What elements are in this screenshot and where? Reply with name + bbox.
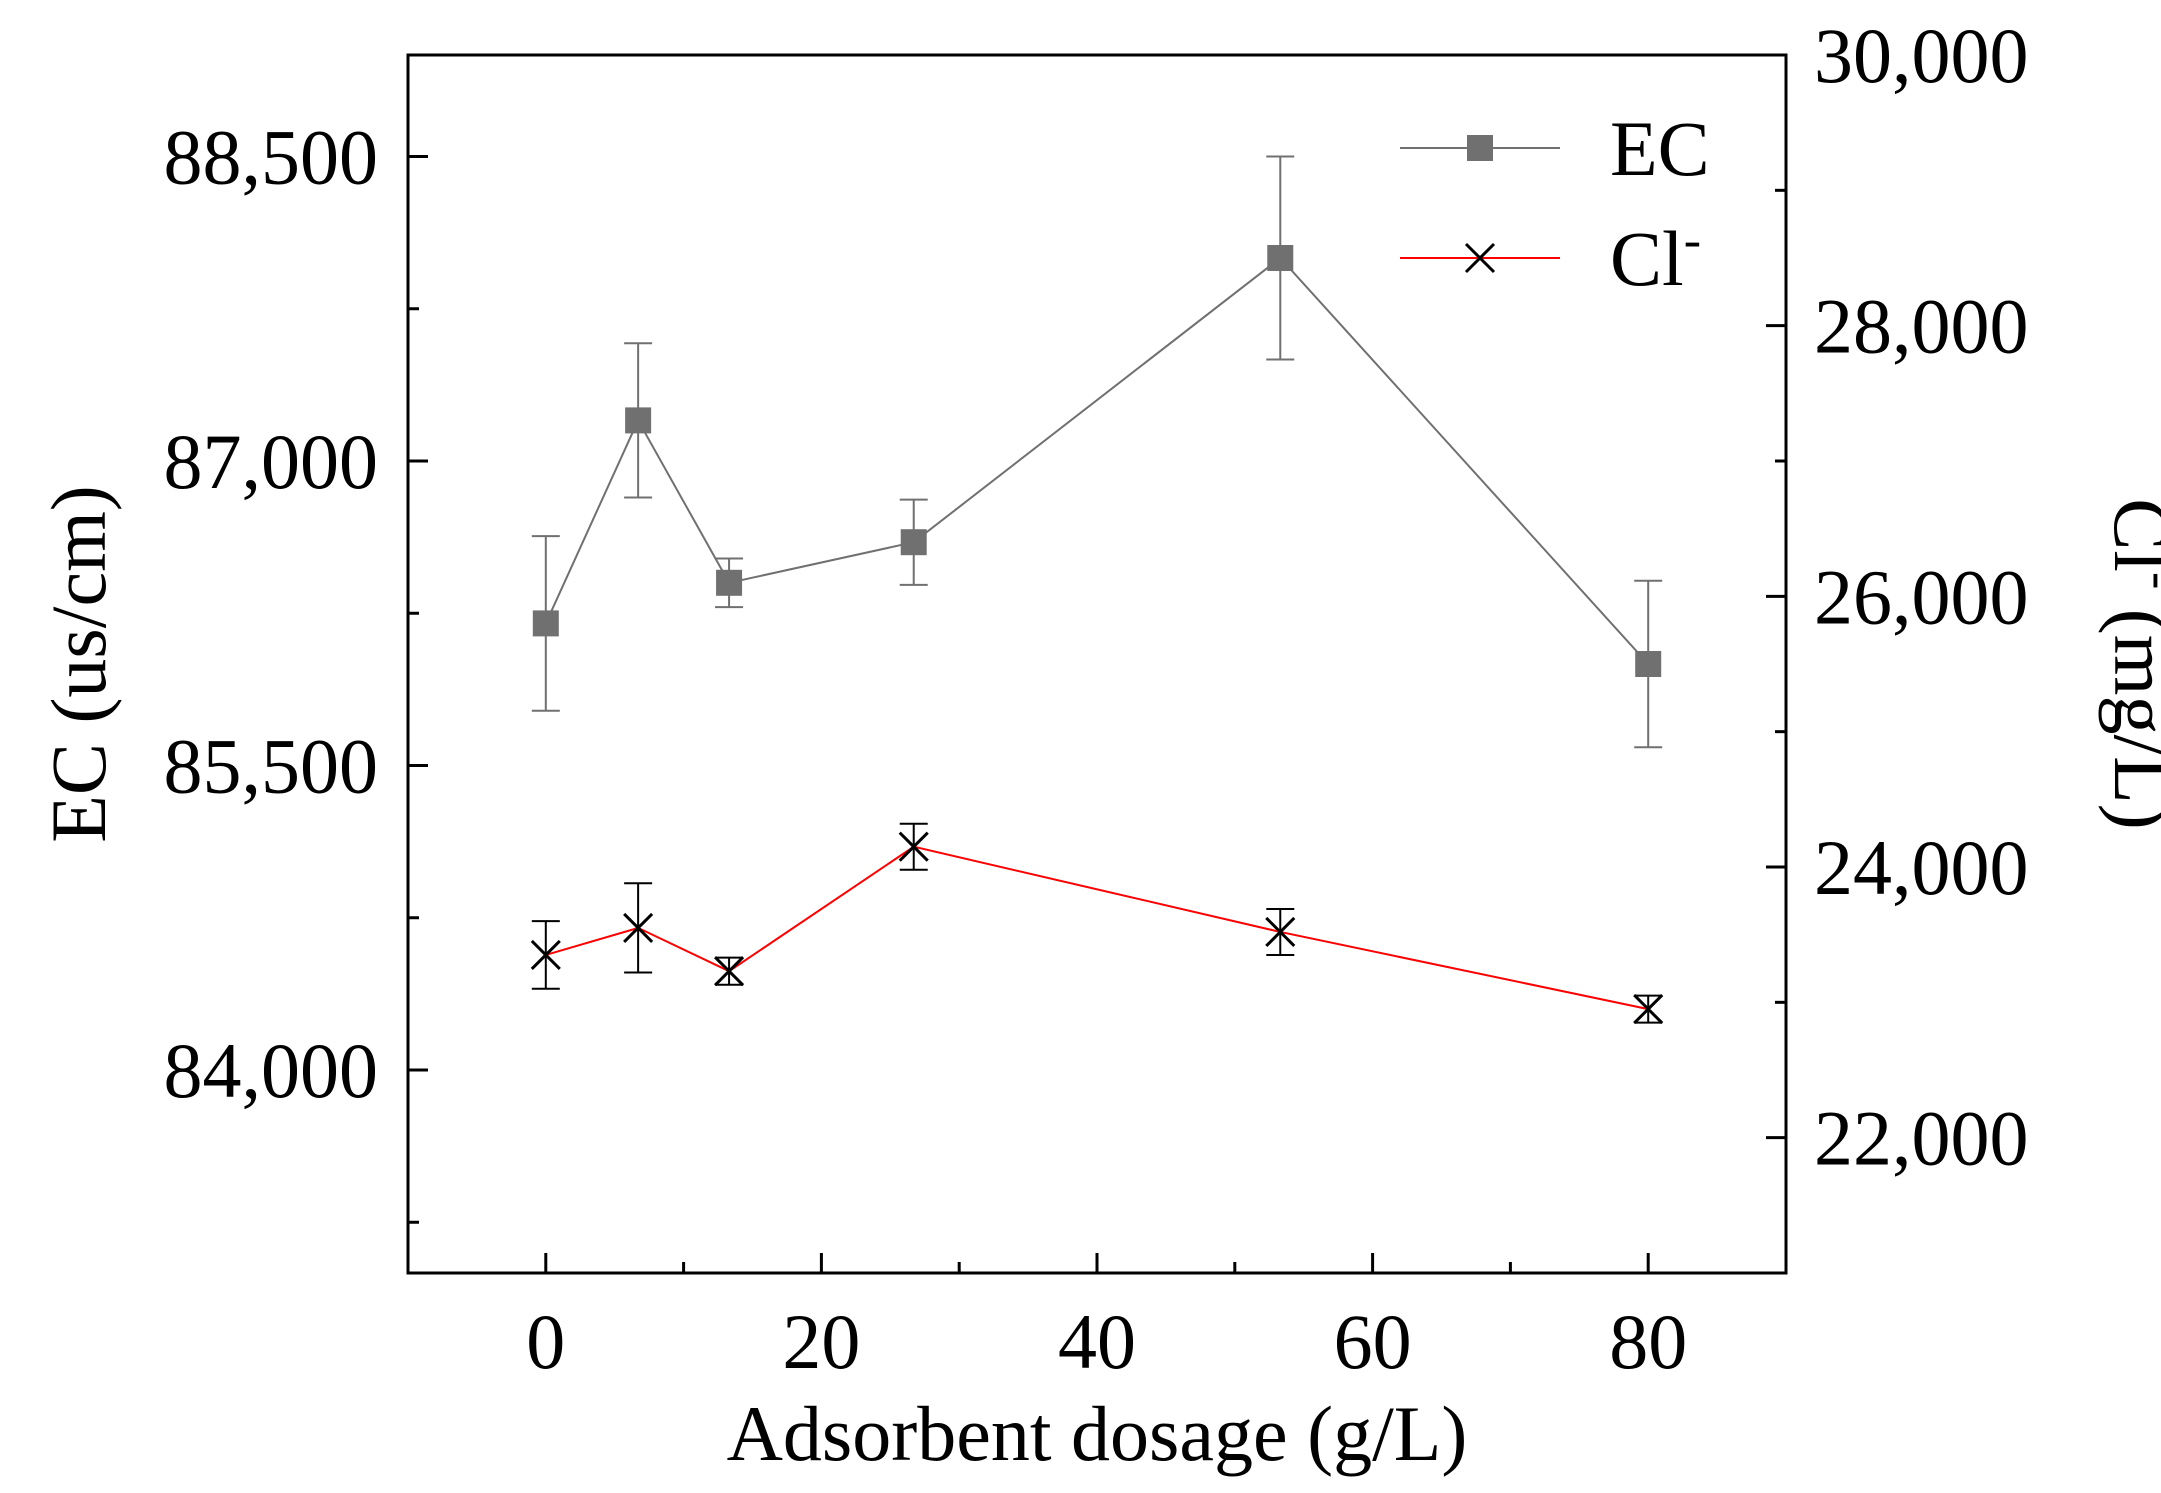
right-axis-title-base: Cl (2098, 498, 2161, 572)
right-tick-label: 26,000 (1814, 553, 2029, 640)
ticks-layer: 0 20 40 60 80 84,000 85,500 87,000 88,500 22,000 2… (164, 12, 2029, 1385)
series-cl-line (545, 845, 1649, 1011)
left-tick-label: 88,500 (164, 114, 379, 201)
right-axis-title: Cl- (mg/L) (2098, 498, 2161, 829)
legend-cl-marker (1464, 242, 1496, 274)
x-tick-label: 20 (782, 1298, 860, 1385)
legend-ec-marker (1467, 135, 1493, 161)
right-axis-title-unit: (mg/L) (2098, 589, 2161, 829)
data-point (532, 610, 559, 637)
right-axis-title-sup: - (2131, 572, 2161, 589)
series-layer (530, 155, 1664, 1025)
x-axis-title: Adsorbent dosage (g/L) (727, 1390, 1468, 1477)
legend-cl-label-sup: - (1684, 212, 1701, 269)
left-tick-label: 85,500 (164, 723, 379, 810)
legend-cl-label-base: Cl (1610, 215, 1684, 302)
right-tick-label: 24,000 (1814, 824, 2029, 911)
x-tick-label: 0 (526, 1298, 565, 1385)
data-point (625, 407, 652, 434)
x-tick-label: 40 (1058, 1298, 1136, 1385)
x-tick-label: 60 (1334, 1298, 1412, 1385)
left-tick-label: 87,000 (164, 418, 379, 505)
x-tick-label: 80 (1609, 1298, 1687, 1385)
data-point (900, 529, 927, 556)
data-point (1265, 916, 1296, 948)
legend-cl-label: Cl- (1610, 212, 1701, 302)
data-point (714, 956, 745, 987)
right-tick-label: 30,000 (1814, 12, 2029, 99)
data-point (716, 569, 743, 596)
series-ec-line (544, 256, 1649, 665)
left-axis-title: EC (us/cm) (35, 485, 122, 842)
data-point (623, 912, 654, 943)
data-point (530, 939, 561, 971)
data-point (1635, 651, 1662, 677)
series-ec (531, 155, 1663, 749)
data-point (1633, 994, 1664, 1025)
series-cl (530, 822, 1664, 1025)
legend-ec-label: EC (1610, 105, 1710, 192)
right-tick-label: 28,000 (1814, 283, 2029, 370)
legend: EC Cl- (1400, 105, 1710, 302)
right-tick-label: 22,000 (1814, 1095, 2029, 1182)
data-point (898, 831, 929, 862)
left-tick-label: 84,000 (164, 1027, 379, 1114)
data-point (1267, 245, 1294, 271)
